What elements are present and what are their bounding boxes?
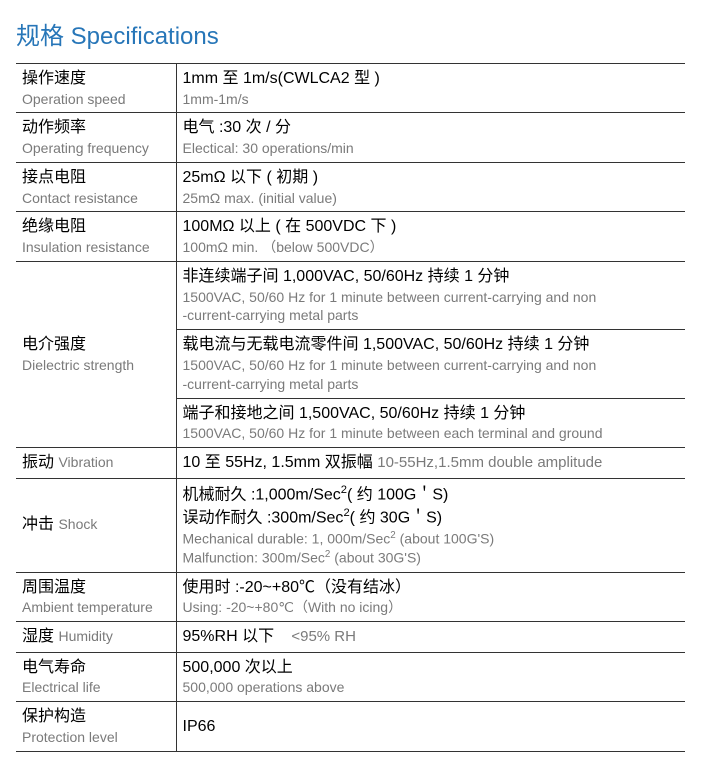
spec-title: 规格 Specifications	[16, 16, 685, 51]
row-label-cn: 操作速度	[22, 68, 170, 90]
table-row: 操作速度 Operation speed 1mm 至 1m/s(CWLCA2 型…	[16, 64, 685, 113]
row-value-cn: 100MΩ 以上 ( 在 500VDC 下 )	[183, 216, 680, 238]
row-label-en: Vibration	[58, 454, 113, 470]
row-value-en: 500,000 operations above	[183, 678, 680, 697]
row-label-en: Protection level	[22, 728, 170, 747]
spec-title-cn: 规格	[16, 23, 64, 50]
row-value-en: Electical: 30 operations/min	[183, 139, 680, 158]
row-value-en: 25mΩ max. (initial value)	[183, 189, 680, 208]
row-value-en: 1500VAC, 50/60 Hz for 1 minute between c…	[183, 356, 680, 375]
table-row: 接点电阻 Contact resistance 25mΩ 以下 ( 初期 ) 2…	[16, 162, 685, 211]
row-label-en: Dielectric strength	[22, 356, 170, 375]
row-label-cn: 湿度	[22, 628, 54, 645]
row-label-cn: 电介强度	[22, 334, 170, 356]
row-value-cn: 使用时 :-20~+80℃（没有结冰）	[183, 577, 680, 599]
row-value-en: -current-carrying metal parts	[183, 306, 680, 325]
spec-table: 操作速度 Operation speed 1mm 至 1m/s(CWLCA2 型…	[16, 63, 685, 752]
row-value-cn: 500,000 次以上	[183, 657, 680, 679]
table-row: 周围温度 Ambient temperature 使用时 :-20~+80℃（没…	[16, 572, 685, 621]
shock-line1: 机械耐久 :1,000m/Sec2( 约 100G＇S)	[183, 483, 680, 506]
row-label-en: Operation speed	[22, 90, 170, 109]
row-value-cn: 25mΩ 以下 ( 初期 )	[183, 167, 680, 189]
row-label-en: Insulation resistance	[22, 238, 170, 257]
row-value-cn: 非连续端子间 1,000VAC, 50/60Hz 持续 1 分钟	[183, 266, 680, 288]
table-row: 冲击 Shock 机械耐久 :1,000m/Sec2( 约 100G＇S) 误动…	[16, 478, 685, 572]
row-value-en: 1500VAC, 50/60 Hz for 1 minute between c…	[183, 288, 680, 307]
row-label-en: Shock	[58, 516, 97, 532]
table-row: 保护构造 Protection level IP66	[16, 702, 685, 751]
table-row: 振动 Vibration 10 至 55Hz, 1.5mm 双振幅 10-55H…	[16, 448, 685, 479]
row-value-en: 1mm-1m/s	[183, 90, 680, 109]
row-value-cn: 载电流与无载电流零件间 1,500VAC, 50/60Hz 持续 1 分钟	[183, 334, 680, 356]
row-label-en: Operating frequency	[22, 139, 170, 158]
table-row: 绝缘电阻 Insulation resistance 100MΩ 以上 ( 在 …	[16, 212, 685, 261]
row-label-cn: 电气寿命	[22, 657, 170, 679]
row-label-cn: 接点电阻	[22, 167, 170, 189]
row-label-cn: 冲击	[22, 516, 54, 533]
row-label-en: Contact resistance	[22, 189, 170, 208]
spec-title-en: Specifications	[71, 23, 219, 50]
row-label-cn: 周围温度	[22, 577, 170, 599]
row-value-en: 100mΩ min. （below 500VDC）	[183, 238, 680, 257]
row-value-cn: IP66	[183, 716, 680, 738]
row-value-en: Using: -20~+80℃（With no icing）	[183, 598, 680, 617]
row-value-cn: 10 至 55Hz, 1.5mm 双振幅	[183, 454, 373, 471]
table-row: 电介强度 Dielectric strength 非连续端子间 1,000VAC…	[16, 261, 685, 329]
shock-line4: Malfunction: 300m/Sec2 (about 30G'S)	[183, 548, 680, 568]
row-value-en: -current-carrying metal parts	[183, 375, 680, 394]
row-label-en: Humidity	[58, 628, 112, 644]
row-label-cn: 振动	[22, 454, 54, 471]
row-value-cn: 95%RH 以下	[183, 628, 275, 645]
row-value-en: 1500VAC, 50/60 Hz for 1 minute between e…	[183, 424, 680, 443]
shock-line3: Mechanical durable: 1, 000m/Sec2 (about …	[183, 529, 680, 549]
row-value-cn: 1mm 至 1m/s(CWLCA2 型 )	[183, 68, 680, 90]
row-label-en: Ambient temperature	[22, 598, 170, 617]
table-row: 电气寿命 Electrical life 500,000 次以上 500,000…	[16, 652, 685, 701]
row-label-cn: 动作频率	[22, 117, 170, 139]
table-row: 动作频率 Operating frequency 电气 :30 次 / 分 El…	[16, 113, 685, 162]
shock-line2: 误动作耐久 :300m/Sec2( 约 30G＇S)	[183, 506, 680, 529]
row-label-en: Electrical life	[22, 678, 170, 697]
row-label-cn: 绝缘电阻	[22, 216, 170, 238]
row-value-en-inline: <95% RH	[291, 628, 356, 645]
row-value-cn: 端子和接地之间 1,500VAC, 50/60Hz 持续 1 分钟	[183, 403, 680, 425]
row-value-cn: 电气 :30 次 / 分	[183, 117, 680, 139]
row-label-cn: 保护构造	[22, 706, 170, 728]
row-value-en-inline: 10-55Hz,1.5mm double amplitude	[377, 454, 602, 471]
table-row: 湿度 Humidity 95%RH 以下 <95% RH	[16, 622, 685, 653]
